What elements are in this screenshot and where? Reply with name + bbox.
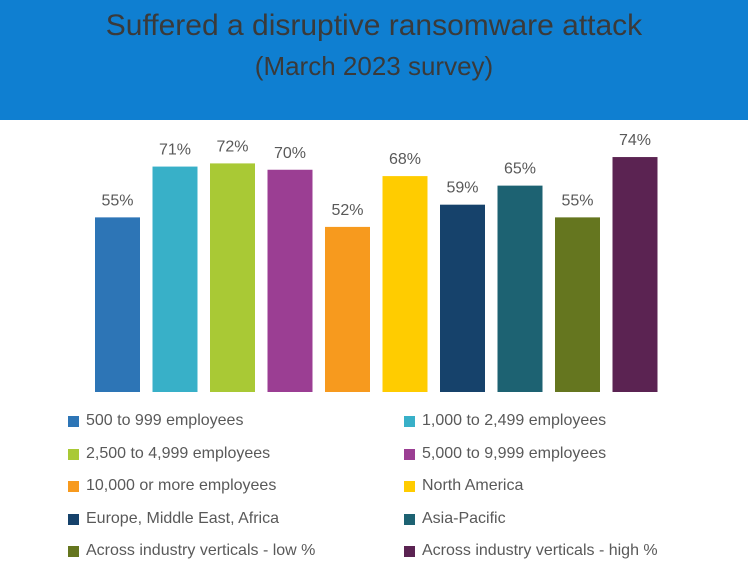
legend-label: Across industry verticals - high % bbox=[422, 542, 658, 559]
bar-2 bbox=[152, 166, 198, 392]
title-banner: Suffered a disruptive ransomware attack … bbox=[0, 0, 748, 120]
data-label-2: 71% bbox=[159, 142, 191, 159]
bar-5 bbox=[325, 226, 370, 392]
legend-swatch bbox=[68, 416, 79, 427]
legend-label: Across industry verticals - low % bbox=[86, 542, 316, 559]
legend-swatch bbox=[404, 546, 415, 557]
bar-chart: 55% 71% 72% 70% 52% 68% 59% 65% 55% 74% bbox=[95, 132, 658, 392]
bar-8 bbox=[497, 185, 543, 392]
legend-swatch bbox=[404, 448, 415, 460]
legend-label: North America bbox=[422, 477, 524, 494]
bar-1 bbox=[95, 217, 140, 392]
legend-label: 1,000 to 2,499 employees bbox=[422, 412, 607, 429]
data-label-7: 59% bbox=[446, 180, 478, 197]
bar-7 bbox=[440, 204, 485, 392]
legend-label: 5,000 to 9,999 employees bbox=[422, 444, 607, 462]
bar-3 bbox=[210, 163, 255, 392]
legend-swatch bbox=[68, 448, 79, 460]
chart-title: Suffered a disruptive ransomware attack bbox=[105, 9, 643, 42]
data-label-4: 70% bbox=[274, 145, 306, 162]
legend-label: Asia-Pacific bbox=[422, 509, 506, 527]
legend-label: 2,500 to 4,999 employees bbox=[86, 444, 271, 462]
bar-6 bbox=[382, 176, 428, 392]
bar-10 bbox=[612, 157, 658, 392]
bar-9 bbox=[555, 217, 600, 392]
data-label-10: 74% bbox=[619, 132, 651, 149]
chart-subtitle: (March 2023 survey) bbox=[254, 51, 494, 81]
legend-swatch bbox=[404, 513, 415, 525]
legend-label: Europe, Middle East, Africa bbox=[86, 509, 279, 527]
data-label-1: 55% bbox=[101, 192, 133, 209]
data-label-9: 55% bbox=[561, 192, 593, 209]
data-label-6: 68% bbox=[389, 151, 421, 168]
legend-swatch bbox=[404, 481, 415, 492]
legend-swatch bbox=[68, 513, 79, 525]
legend-swatch bbox=[68, 546, 79, 557]
legend-swatch bbox=[68, 481, 79, 492]
data-label-8: 65% bbox=[504, 161, 536, 178]
data-label-3: 72% bbox=[216, 138, 248, 155]
legend-label: 500 to 999 employees bbox=[86, 412, 244, 429]
legend-swatch bbox=[404, 416, 415, 427]
bar-4 bbox=[267, 169, 313, 392]
legend-label: 10,000 or more employees bbox=[86, 477, 277, 494]
data-label-5: 52% bbox=[331, 202, 363, 219]
